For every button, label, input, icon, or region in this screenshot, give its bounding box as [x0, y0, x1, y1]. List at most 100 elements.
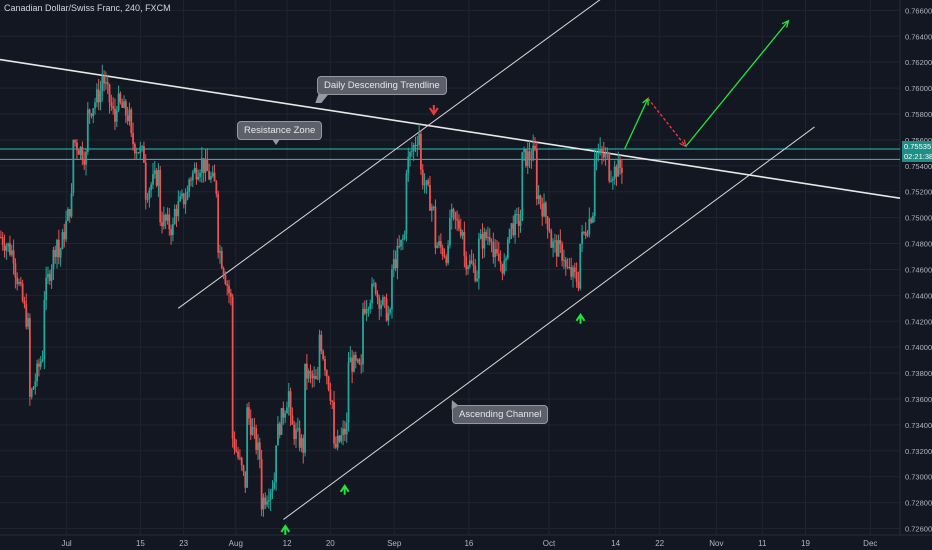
candle-body [590, 218, 593, 223]
candle-body [144, 162, 147, 200]
candle-body [488, 236, 491, 242]
candle-body [485, 231, 488, 238]
candle-body [220, 250, 223, 269]
candle-body [153, 170, 156, 174]
candle-body [164, 214, 167, 221]
candle-body [566, 266, 569, 268]
candle-body [211, 172, 214, 177]
candle-body [459, 228, 462, 236]
candle-body [293, 424, 296, 440]
candle-body [412, 145, 415, 152]
y-tick-label: 0.75600 [905, 136, 932, 145]
candle-body [95, 89, 98, 103]
candle-body [204, 158, 207, 173]
candle-body [18, 282, 20, 284]
candle-body [410, 151, 413, 153]
candle-body [570, 267, 573, 277]
candle-body [157, 170, 160, 186]
candle-body [148, 190, 151, 200]
candle-body [92, 108, 95, 117]
candle-body [278, 423, 281, 435]
y-tick-label: 0.76200 [905, 58, 932, 67]
candle-body [110, 102, 113, 107]
candle-body [396, 245, 399, 269]
y-tick-label: 0.74800 [905, 240, 932, 249]
candle-body [543, 202, 545, 217]
candle-body [105, 82, 107, 84]
candle-body [324, 358, 326, 371]
candle-body [490, 241, 493, 243]
candle-body [302, 438, 305, 453]
candle-body [597, 152, 600, 154]
candle-body [182, 193, 185, 205]
candle-body [434, 206, 437, 248]
candle-body [564, 259, 567, 267]
candle-body [90, 113, 93, 117]
y-tick-label: 0.75200 [905, 188, 932, 197]
candle-body [94, 102, 96, 109]
candle-body [472, 263, 475, 266]
candle-body [280, 408, 283, 435]
candle-body [267, 499, 270, 502]
candle-body [38, 363, 40, 367]
candle-body [501, 263, 504, 274]
candle-body [425, 180, 428, 185]
candle-body [333, 402, 335, 444]
candle-body [65, 220, 67, 240]
x-tick-label: Sep [387, 539, 402, 548]
y-tick-label: 0.73000 [905, 473, 932, 482]
candle-body [139, 147, 142, 154]
candle-body [508, 228, 511, 240]
candle-body [193, 168, 196, 173]
candle-body [521, 152, 524, 221]
candle-body [143, 146, 145, 163]
candle-body [179, 196, 182, 202]
candle-body [229, 292, 232, 297]
candle-body [420, 133, 422, 170]
candle-body [619, 159, 621, 168]
candle-body [441, 247, 444, 256]
x-tick-label: Nov [709, 539, 723, 548]
candle-body [606, 153, 609, 155]
channel-lower-line [283, 126, 815, 520]
candle-body [394, 259, 397, 269]
candle-body [349, 357, 352, 363]
candle-body [289, 391, 292, 416]
candle-body [572, 267, 574, 277]
candle-body [338, 435, 341, 442]
channel-upper-line [177, 0, 601, 309]
candle-body [97, 89, 100, 103]
candle-body [59, 249, 62, 258]
candle-body [213, 172, 216, 182]
candle-body [617, 159, 620, 177]
candle-body [343, 428, 346, 435]
candle-body [331, 400, 334, 403]
candle-body [206, 158, 209, 171]
candle-body [300, 438, 303, 448]
green-up-signal [575, 312, 586, 324]
candle-body [186, 191, 189, 200]
candle-body [224, 275, 227, 284]
candle-body [135, 152, 138, 154]
candle-body [523, 149, 526, 153]
candle-body [601, 148, 603, 153]
candle-body [123, 101, 125, 108]
candle-body [141, 146, 144, 148]
candle-body [275, 445, 277, 483]
candle-body [215, 181, 218, 194]
candle-body [16, 277, 19, 284]
candle-body [479, 234, 482, 239]
projection-up-arrow-2 [685, 20, 789, 147]
candle-body [505, 258, 507, 261]
green-up-signal [339, 483, 350, 495]
candle-body [132, 133, 134, 145]
candle-body [456, 218, 459, 221]
candle-body [240, 457, 243, 466]
candle-body [130, 109, 133, 134]
candle-body [315, 375, 317, 379]
candle-body [298, 428, 301, 448]
candle-body [429, 185, 431, 211]
x-tick-label: 16 [464, 539, 473, 548]
candle-body [372, 283, 375, 285]
